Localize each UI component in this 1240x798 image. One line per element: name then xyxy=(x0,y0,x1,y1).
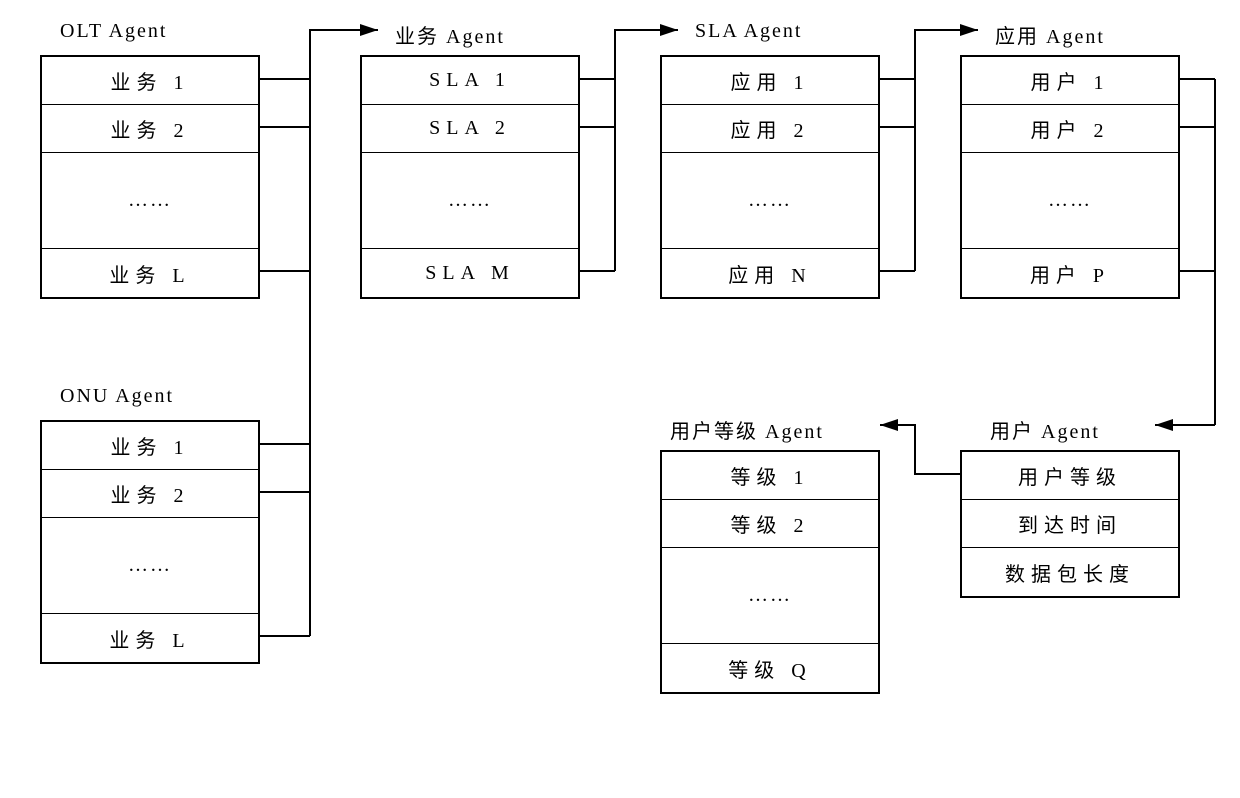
olt-agent-title: OLT Agent xyxy=(60,20,167,43)
olt-row-last: 业务 L xyxy=(42,249,258,297)
biz-ellipsis: …… xyxy=(362,153,578,249)
olt-ellipsis: …… xyxy=(42,153,258,249)
olt-row-1: 业务 1 xyxy=(42,57,258,105)
biz-agent-box: SLA 1 SLA 2 …… SLA M xyxy=(360,55,580,299)
sla-row-2: 应用 2 xyxy=(662,105,878,153)
biz-row-last: SLA M xyxy=(362,249,578,297)
biz-row-1: SLA 1 xyxy=(362,57,578,105)
app-row-1: 用户 1 xyxy=(962,57,1178,105)
onu-agent-title: ONU Agent xyxy=(60,385,174,408)
olt-row-2: 业务 2 xyxy=(42,105,258,153)
user-row-2: 到达时间 xyxy=(962,500,1178,548)
app-row-last: 用户 P xyxy=(962,249,1178,297)
lvl-agent-box: 等级 1 等级 2 …… 等级 Q xyxy=(660,450,880,694)
lvl-row-1: 等级 1 xyxy=(662,452,878,500)
onu-agent-box: 业务 1 业务 2 …… 业务 L xyxy=(40,420,260,664)
user-row-1: 用户等级 xyxy=(962,452,1178,500)
app-ellipsis: …… xyxy=(962,153,1178,249)
sla-row-1: 应用 1 xyxy=(662,57,878,105)
user-row-3: 数据包长度 xyxy=(962,548,1178,596)
onu-row-2: 业务 2 xyxy=(42,470,258,518)
sla-agent-title: SLA Agent xyxy=(695,20,802,43)
app-agent-title: 应用 Agent xyxy=(995,20,1105,49)
onu-row-last: 业务 L xyxy=(42,614,258,662)
user-agent-box: 用户等级 到达时间 数据包长度 xyxy=(960,450,1180,598)
user-agent-title: 用户 Agent xyxy=(990,415,1100,444)
app-agent-box: 用户 1 用户 2 …… 用户 P xyxy=(960,55,1180,299)
lvl-ellipsis: …… xyxy=(662,548,878,644)
lvl-row-last: 等级 Q xyxy=(662,644,878,692)
sla-agent-box: 应用 1 应用 2 …… 应用 N xyxy=(660,55,880,299)
app-row-2: 用户 2 xyxy=(962,105,1178,153)
onu-ellipsis: …… xyxy=(42,518,258,614)
sla-row-last: 应用 N xyxy=(662,249,878,297)
biz-agent-title: 业务 Agent xyxy=(395,20,505,49)
lvl-agent-title: 用户等级 Agent xyxy=(670,415,824,444)
olt-agent-box: 业务 1 业务 2 …… 业务 L xyxy=(40,55,260,299)
onu-row-1: 业务 1 xyxy=(42,422,258,470)
lvl-row-2: 等级 2 xyxy=(662,500,878,548)
biz-row-2: SLA 2 xyxy=(362,105,578,153)
sla-ellipsis: …… xyxy=(662,153,878,249)
